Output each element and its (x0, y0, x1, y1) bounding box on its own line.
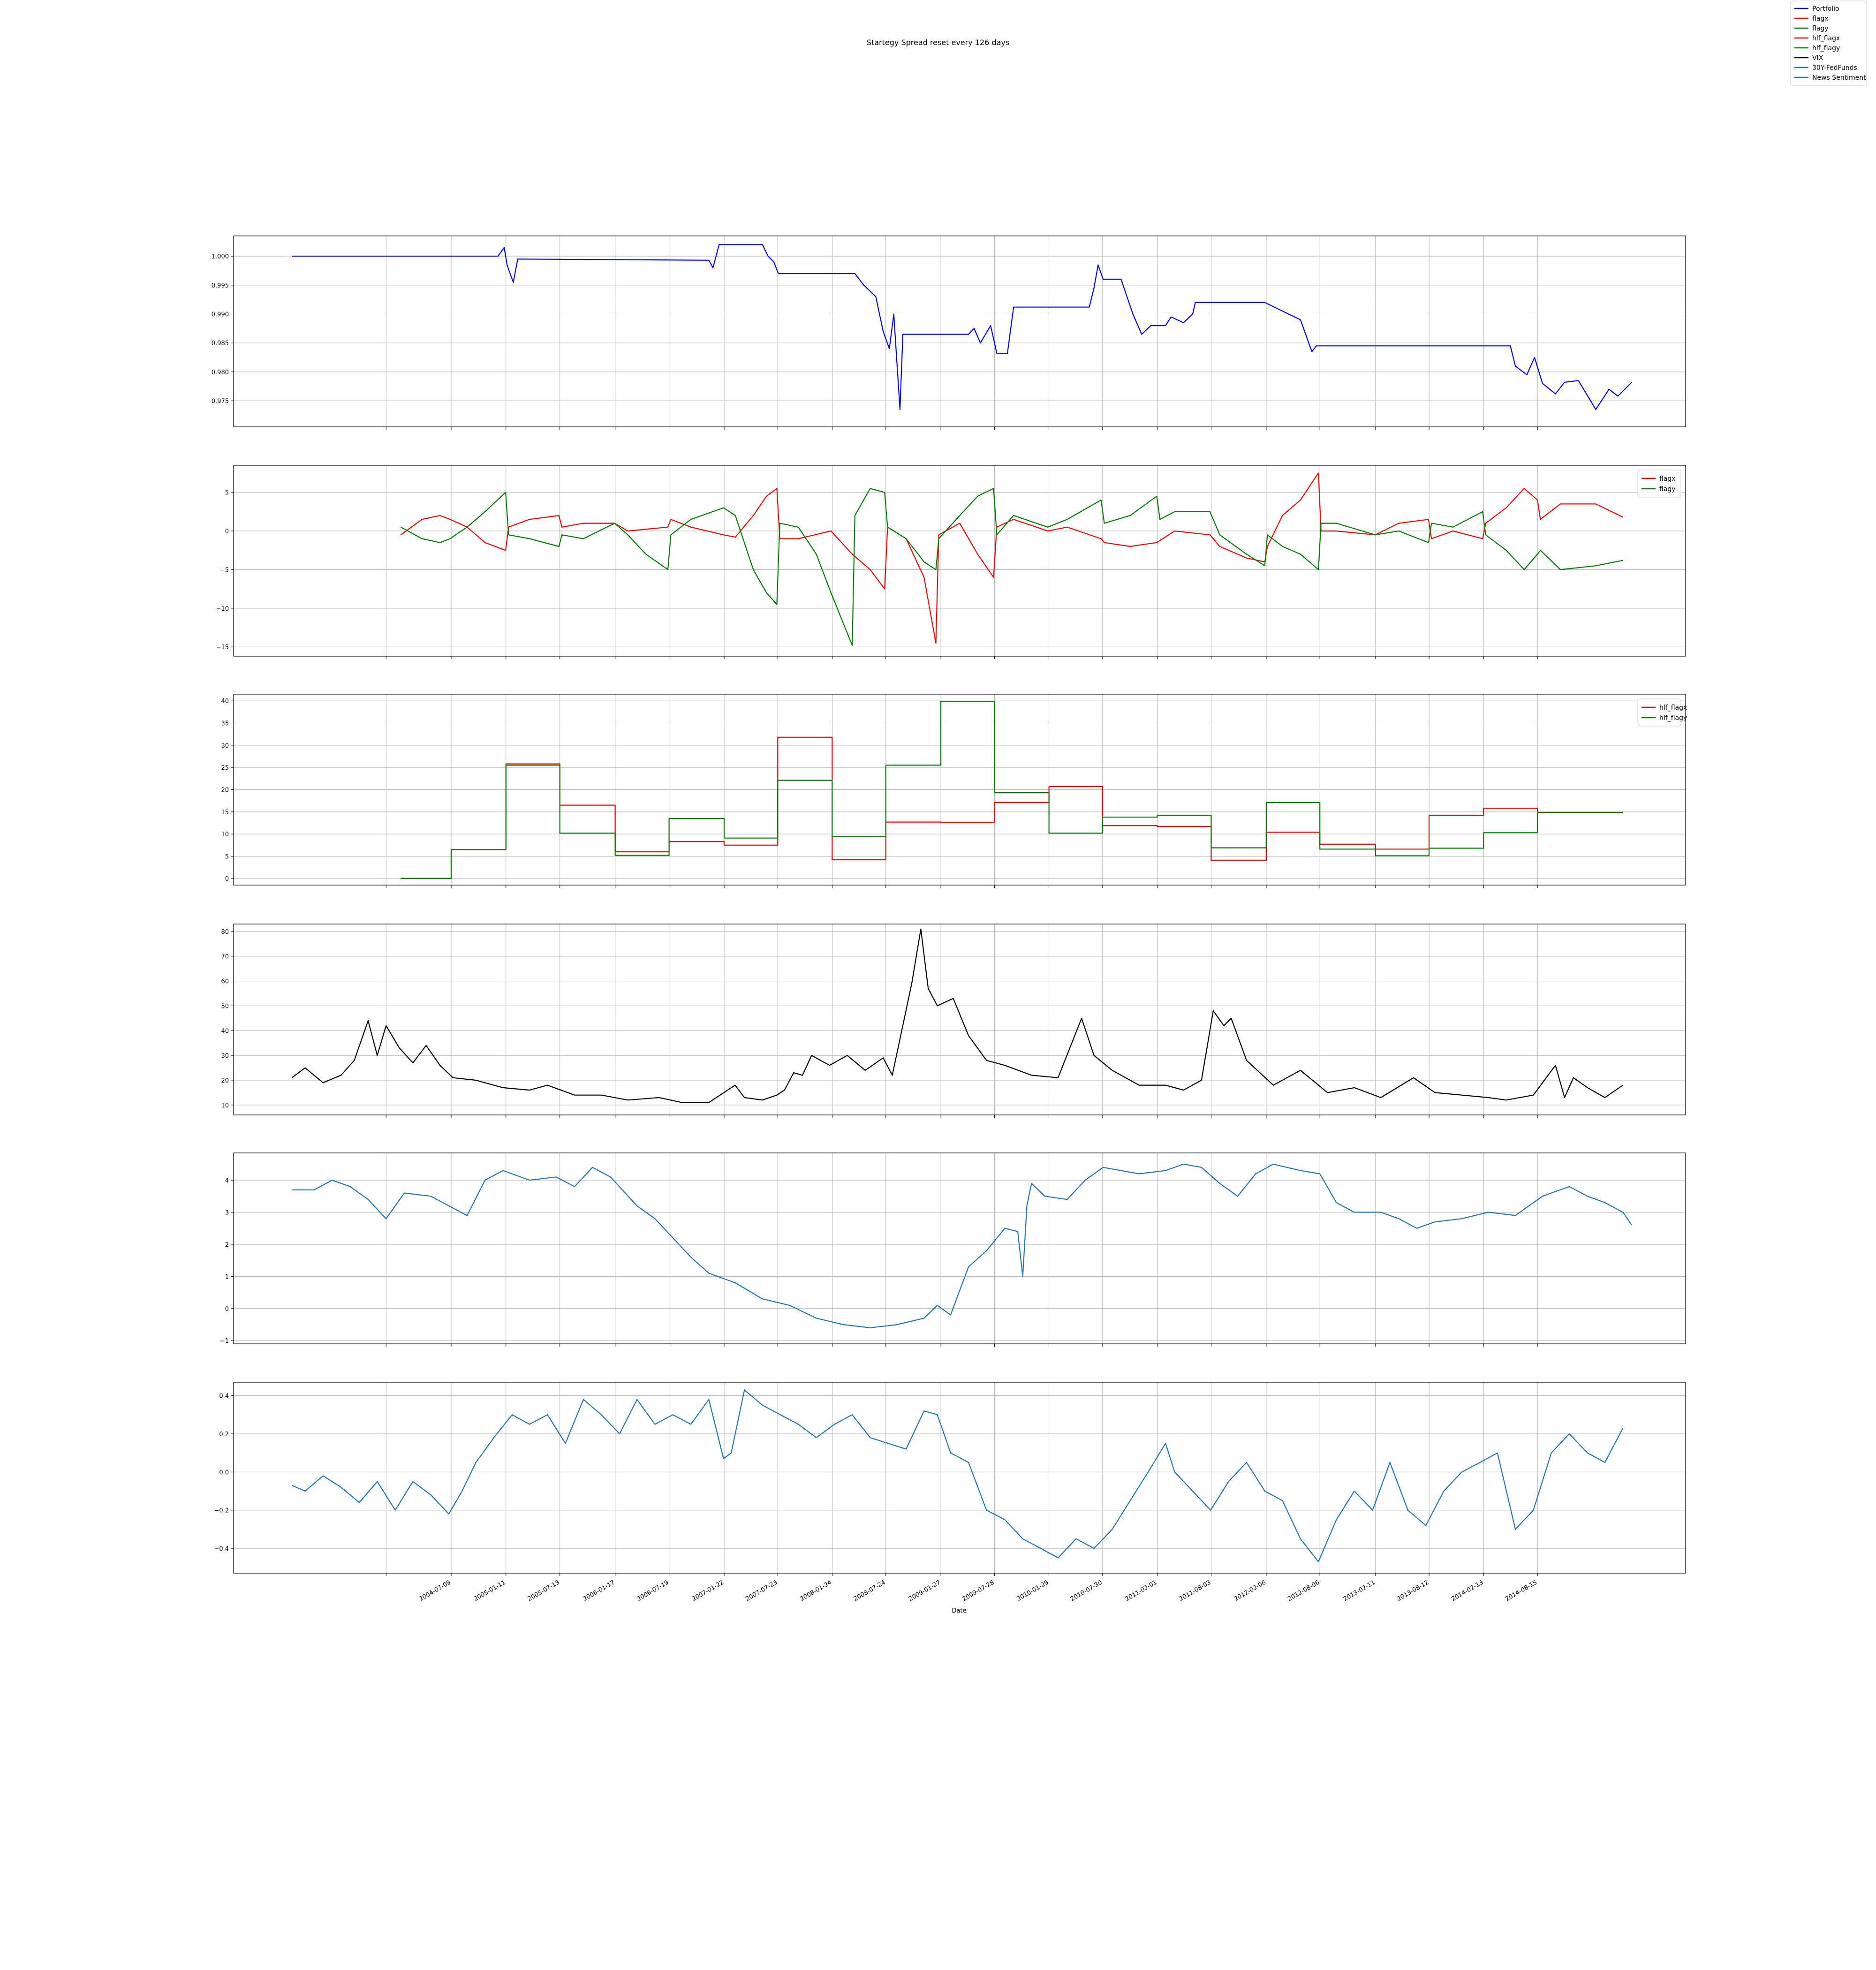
figure-legend-label: VIX (1812, 54, 1823, 62)
axes-frame (233, 235, 1686, 427)
y-tick-label: −1 (220, 1338, 229, 1345)
y-tick-label: 0.990 (212, 311, 229, 318)
y-tick-label: 0.985 (212, 340, 229, 347)
y-tick-label: −5 (220, 567, 229, 574)
axes-frame (233, 924, 1686, 1115)
axes-frame (233, 694, 1686, 886)
y-tick-label: 10 (221, 1102, 229, 1109)
figure-legend-label: flagy (1812, 25, 1829, 32)
y-tick-label: 60 (221, 978, 229, 985)
y-tick-label: 10 (221, 831, 229, 838)
subplot-3: 0 5 10 15 20 25 30 35 40 hlf_flagx hlf_flagy (221, 694, 1687, 888)
series-line-flagx (400, 472, 1623, 644)
y-tick-label: −0.2 (214, 1508, 229, 1515)
y-tick-label: 5 (225, 853, 229, 860)
subplot-5: −1 0 1 2 3 4 (220, 1152, 1686, 1347)
axes-legend: hlf_flagx hlf_flagy (1637, 698, 1687, 727)
y-tick-label: 0.4 (219, 1393, 229, 1400)
axes-frame (233, 465, 1686, 657)
figure-legend-label: flagx (1812, 15, 1829, 23)
y-tick-label: 1.000 (212, 253, 229, 260)
figure-legend-label: News Sentiment (1812, 74, 1866, 82)
y-tick-label: 50 (221, 1003, 229, 1010)
y-tick-label: 2 (225, 1242, 229, 1249)
subplot-2: −15 −10 −5 0 5 flagx flagy (216, 465, 1686, 659)
y-tick-label: 30 (221, 743, 229, 750)
series-line-news-sentiment (291, 1389, 1624, 1562)
axes-legend-box (1637, 698, 1681, 727)
y-tick-label: 25 (221, 765, 229, 772)
axes-legend-label: hlf_flagy (1659, 714, 1687, 722)
y-tick-label: −0.4 (214, 1546, 229, 1553)
axes-frame (233, 1382, 1686, 1574)
axes-legend-label: flagx (1659, 475, 1676, 483)
y-tick-label: 0.995 (212, 282, 229, 289)
y-tick-label: 5 (225, 490, 229, 497)
figure-legend-label: 30Y-FedFunds (1812, 64, 1857, 72)
y-tick-label: 4 (225, 1177, 229, 1184)
y-tick-label: 30 (221, 1053, 229, 1060)
y-tick-label: 35 (221, 720, 229, 727)
y-tick-label: 15 (221, 809, 229, 816)
y-tick-label: 0.2 (219, 1431, 229, 1438)
y-tick-label: 1 (225, 1273, 229, 1280)
y-tick-label: −15 (216, 644, 229, 651)
y-tick-label: 80 (221, 929, 229, 936)
y-tick-label: 3 (225, 1210, 229, 1217)
figure-legend-label: Portfolio (1812, 5, 1839, 13)
axes-legend-label: flagy (1659, 485, 1676, 493)
figure-legend-label: hlf_flagx (1812, 35, 1840, 42)
y-tick-label: 40 (221, 1028, 229, 1035)
subplot-4: 10 20 30 40 50 60 70 80 (221, 924, 1686, 1118)
y-tick-label: 0.975 (212, 398, 229, 405)
y-tick-label: 0 (225, 1306, 229, 1313)
axes-legend-label: hlf_flagx (1659, 704, 1687, 712)
series-line-30y-fedfunds (292, 1163, 1633, 1328)
figure-legend-box (1790, 0, 1867, 86)
y-tick-label: 0.0 (219, 1469, 229, 1476)
series-line-hlf-flagx (401, 736, 1623, 879)
series-line-hlf-flagy (401, 701, 1623, 879)
subplot-1: 0.975 0.980 0.985 0.990 0.995 1.000 (212, 235, 1686, 430)
series-line-vix (291, 928, 1623, 1103)
y-tick-label: 70 (221, 954, 229, 961)
series-line-flagy (401, 488, 1623, 646)
axes-legend-box (1637, 470, 1681, 498)
axes-frame (233, 1152, 1686, 1344)
y-tick-label: 20 (221, 1077, 229, 1084)
y-tick-label: 0 (225, 528, 229, 535)
figure-legend-label: hlf_flagy (1812, 45, 1840, 52)
y-tick-label: 20 (221, 787, 229, 794)
figure-title: Startegy Spread reset every 126 days (867, 38, 1009, 47)
y-tick-label: 0 (225, 876, 229, 883)
y-tick-label: 40 (221, 698, 229, 705)
figure-legend: Portfolio flagx flagy hlf_flagx hlf_flagy VIX… (1790, 0, 1867, 86)
x-axis-label: Date (952, 1607, 966, 1614)
y-tick-label: −10 (216, 606, 229, 613)
axes-legend: flagx flagy (1637, 470, 1681, 498)
series-line-portfolio (292, 244, 1632, 410)
y-tick-label: 0.980 (212, 369, 229, 376)
